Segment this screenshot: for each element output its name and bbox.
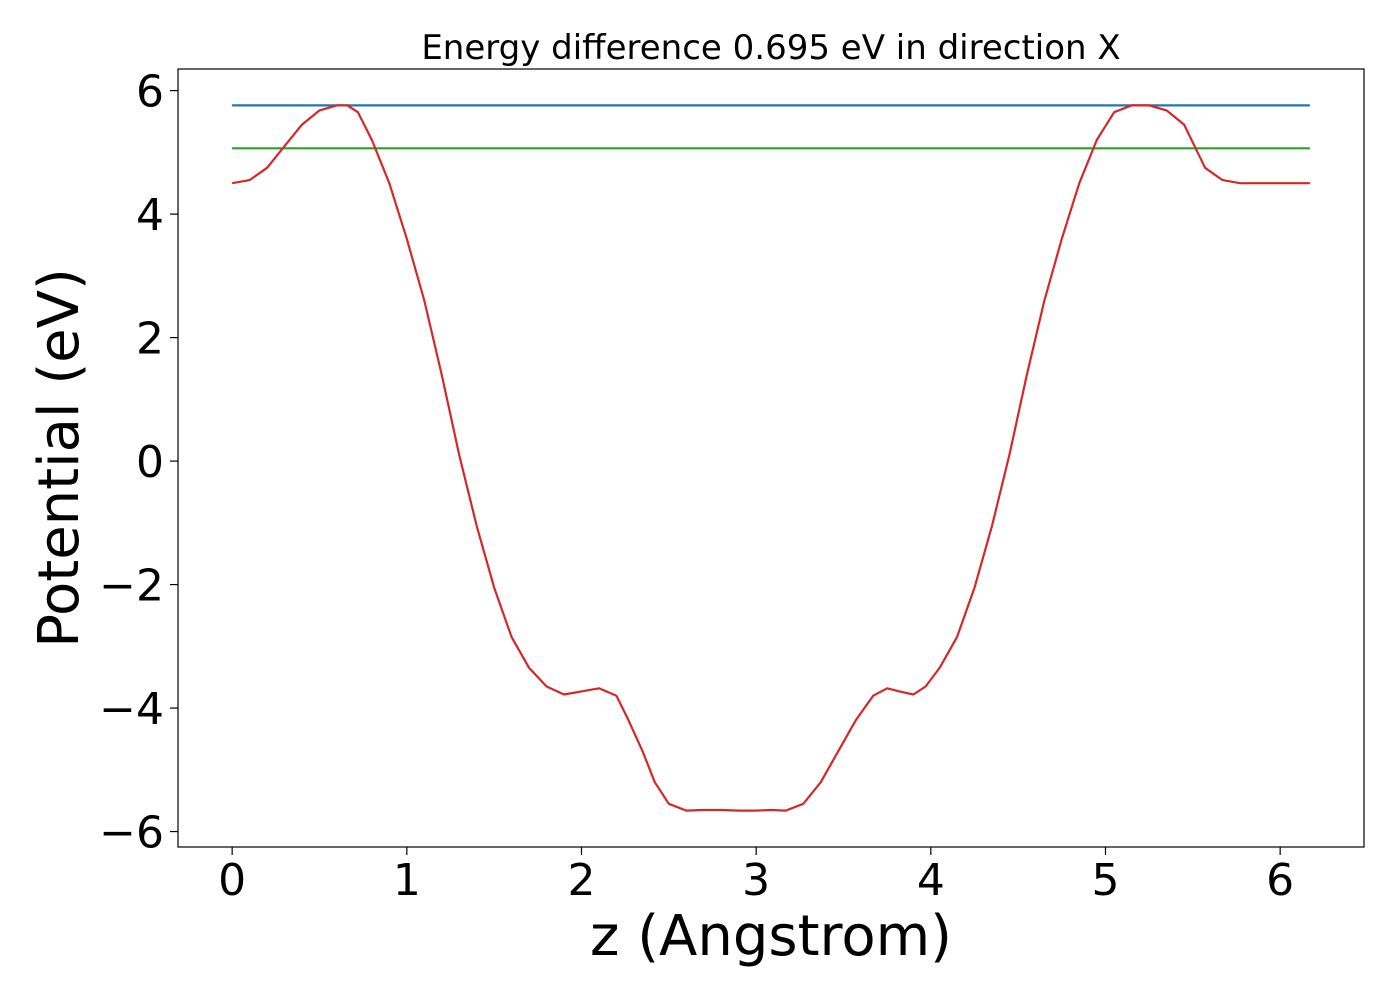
y-tick-label: 6	[136, 67, 164, 118]
chart-title: Energy difference 0.695 eV in direction …	[421, 28, 1120, 68]
x-tick-label: 4	[917, 855, 945, 906]
y-tick-label: −6	[99, 808, 164, 859]
y-tick-label: 2	[136, 314, 164, 365]
plot-frame	[177, 68, 1365, 848]
series-line-2	[231, 104, 1310, 812]
x-tick-label: 6	[1266, 855, 1294, 906]
y-tick-label: −2	[99, 561, 164, 612]
y-tick-label: 0	[136, 437, 164, 488]
plot-series	[231, 104, 1310, 812]
y-ticks: 6 4 2 0 −2 −4 −6	[99, 67, 178, 859]
x-axis-label: z (Angstrom)	[590, 904, 952, 969]
y-tick-label: −4	[99, 684, 164, 735]
x-tick-label: 0	[218, 855, 246, 906]
y-axis-label: Potential (eV)	[27, 268, 92, 648]
x-ticks: 0 1 2 3 4 5 6	[218, 847, 1294, 906]
y-tick-label: 4	[136, 190, 164, 241]
x-tick-label: 5	[1091, 855, 1119, 906]
x-tick-label: 2	[567, 855, 595, 906]
x-tick-label: 3	[742, 855, 770, 906]
x-tick-label: 1	[393, 855, 421, 906]
